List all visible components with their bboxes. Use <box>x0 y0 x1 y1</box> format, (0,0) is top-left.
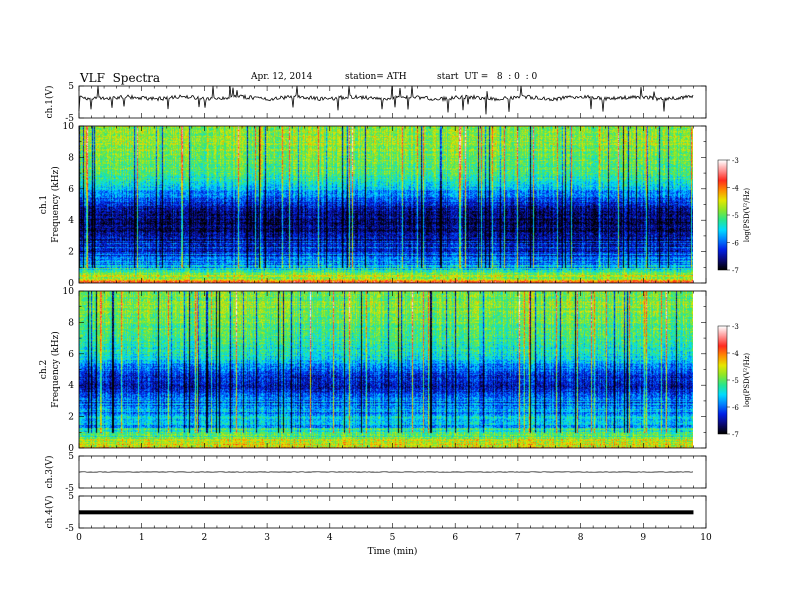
x-tick-label: 4 <box>327 533 333 543</box>
start-time-label: start UT = 8 : 0 : 0 <box>437 72 538 82</box>
y-tick-label: 8 <box>68 318 74 328</box>
channel-label: ch.1 <box>39 195 49 214</box>
spectrogram-images <box>79 126 727 448</box>
ch2-spectrogram-image <box>79 291 693 448</box>
y-tick-label: 5 <box>68 82 74 92</box>
colorbar-tick-label: -3 <box>732 323 739 331</box>
y-tick-label: 0 <box>68 279 74 289</box>
y-tick-label: 4 <box>68 381 74 391</box>
colorbar-1 <box>718 160 727 270</box>
voltage-axis-label: ch.1(V) <box>44 86 55 119</box>
frequency-axis-label: Frequency (kHz) <box>50 166 61 243</box>
colorbar-tick-label: -7 <box>732 431 739 439</box>
station-label: station= ATH <box>345 72 407 82</box>
y-tick-label: 2 <box>68 248 74 258</box>
panel-frames <box>78 85 730 529</box>
y-tick-label: 10 <box>63 122 75 132</box>
x-tick-label: 1 <box>139 533 145 543</box>
y-tick-label: 8 <box>68 153 74 163</box>
voltage-axis-label: ch.3(V) <box>44 456 55 489</box>
x-tick-label: 3 <box>264 533 270 543</box>
ch1-trace <box>78 85 694 115</box>
x-tick-label: 8 <box>578 533 584 543</box>
colorbar-tick-label: -6 <box>732 404 739 412</box>
x-tick-label: 2 <box>202 533 208 543</box>
ch4-trace <box>79 510 694 515</box>
voltage-axis-label: ch.4(V) <box>44 496 55 529</box>
y-tick-label: -5 <box>65 524 74 534</box>
colorbar-tick-label: -5 <box>732 212 739 220</box>
colorbar-tick-label: -3 <box>732 157 739 165</box>
x-tick-label: 5 <box>390 533 396 543</box>
y-tick-label: -5 <box>65 484 74 494</box>
x-tick-label: 6 <box>452 533 458 543</box>
waveform-traces <box>78 85 694 515</box>
y-tick-label: 6 <box>68 350 74 360</box>
colorbar-tick-label: -5 <box>732 377 739 385</box>
y-tick-label: -5 <box>65 114 74 124</box>
x-tick-label: 7 <box>515 533 521 543</box>
y-tick-label: 10 <box>63 287 75 297</box>
y-tick-label: 0 <box>68 444 74 454</box>
frequency-axis-label: Frequency (kHz) <box>50 331 61 408</box>
colorbar-tick-label: -7 <box>732 267 739 275</box>
y-tick-label: 2 <box>68 413 74 423</box>
plot-title: VLF Spectra <box>80 71 161 85</box>
y-tick-label: 5 <box>68 492 74 502</box>
colorbar-label: log(PSD(V²/Hz) <box>743 353 751 408</box>
colorbar-2 <box>718 326 727 434</box>
x-tick-label: 0 <box>76 533 82 543</box>
y-tick-label: 6 <box>68 185 74 195</box>
ch1-spectrogram-image <box>79 126 693 283</box>
y-tick-label: 4 <box>68 216 74 226</box>
colorbar-tick-label: -6 <box>732 240 739 248</box>
y-tick-label: 5 <box>68 452 74 462</box>
x-tick-label: 9 <box>640 533 646 543</box>
x-tick-label: 10 <box>700 533 712 543</box>
colorbar-tick-label: -4 <box>732 185 739 193</box>
colorbar-label: log(PSD(V²/Hz) <box>743 188 751 243</box>
date-label: Apr. 12, 2014 <box>251 72 313 82</box>
x-axis-label: Time (min) <box>368 546 418 557</box>
channel-label: ch.2 <box>39 360 49 379</box>
colorbar-tick-label: -4 <box>732 350 739 358</box>
